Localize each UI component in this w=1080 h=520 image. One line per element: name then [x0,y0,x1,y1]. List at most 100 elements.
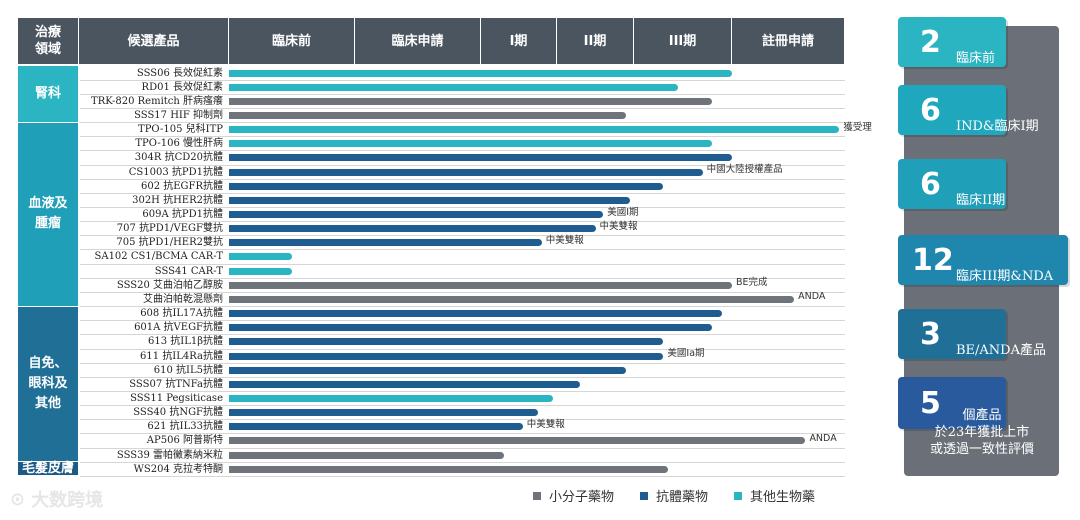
header-candidate[interactable]: 候選產品 [79,18,229,64]
bar-bio[interactable] [229,69,732,77]
bar-small[interactable] [229,111,627,119]
row-divider[interactable] [80,192,845,194]
bar-antibody[interactable] [229,409,538,417]
row-divider[interactable] [80,178,845,180]
row-label[interactable]: TPO-106 慢性肝病 [135,138,223,150]
row-divider[interactable] [80,291,845,293]
summary-text[interactable]: 臨床III期&NDA [956,269,1054,284]
bar-antibody[interactable] [229,310,723,318]
row-label[interactable]: 608 抗IL17A抗體 [140,308,223,320]
row-divider[interactable] [80,235,845,237]
legend-label[interactable]: 其他生物藥 [750,490,816,505]
header-area[interactable]: 治療 領域 [18,18,79,64]
bar-bio[interactable] [229,253,292,261]
bar-annotation[interactable]: 獲受理 [843,121,872,133]
bar-antibody[interactable] [229,196,631,204]
row-label[interactable]: SSS17 HIF 抑制劑 [134,109,223,121]
bar-bio[interactable] [229,126,840,134]
row-divider[interactable] [80,461,845,463]
summary-count[interactable]: 2 [898,17,1006,67]
header-stage-3[interactable]: I期 [481,18,557,64]
row-divider[interactable] [80,263,845,265]
row-label[interactable]: 609A 抗PD1抗體 [142,209,223,220]
row-label[interactable]: SSS11 Pegsiticase [130,392,223,404]
row-label[interactable]: CS1003 抗PD1抗體 [128,166,223,178]
summary-text[interactable]: BE/ANDA產品 [956,343,1046,358]
bar-small[interactable] [229,295,795,303]
row-divider[interactable] [80,249,845,251]
row-label[interactable]: SSS20 艾曲泊帕乙醇胺 [116,279,223,291]
row-label[interactable]: 304R 抗CD20抗體 [134,152,223,164]
row-divider[interactable] [80,334,845,336]
bar-antibody[interactable] [229,338,664,346]
summary-count[interactable]: 6 [898,159,1006,209]
row-label[interactable]: 707 抗PD1/VEGF雙抗 [116,223,223,235]
row-divider[interactable] [80,433,845,435]
row-divider[interactable] [80,107,845,109]
row-divider[interactable] [80,447,845,449]
legend-item[interactable]: 小分子藥物 [533,486,614,505]
row-divider[interactable] [80,150,845,152]
watermark-text[interactable]: 大数跨境 [31,490,104,511]
legend-item[interactable]: 其他生物藥 [734,486,815,505]
bar-annotation[interactable]: BE完成 [736,277,768,289]
header-stage-1[interactable]: 臨床前 [229,18,355,64]
row-label[interactable]: 602 抗EGFR抗體 [140,180,223,192]
bar-annotation[interactable]: 美國I期 [607,206,639,218]
watermark-icon[interactable]: ⊙ [10,488,26,510]
row-divider[interactable] [80,122,845,124]
row-label[interactable]: TPO-105 兒科ITP [138,124,223,136]
row-label[interactable]: 601A 抗VEGF抗體 [134,322,223,334]
bar-annotation[interactable]: 中美雙報 [599,220,638,232]
row-divider[interactable] [80,136,845,138]
bar-annotation[interactable]: 中美雙報 [526,418,565,430]
row-label[interactable]: TRK-820 Remitch 肝病瘙癢 [91,95,223,107]
bar-bio[interactable] [229,140,713,148]
bar-annotation[interactable]: 美國Ia期 [667,348,705,359]
legend-swatch[interactable] [533,491,541,500]
bar-antibody[interactable] [229,380,581,388]
row-divider[interactable] [80,277,845,279]
row-divider[interactable] [80,79,845,81]
row-divider[interactable] [80,405,845,407]
row-divider[interactable] [80,306,845,308]
row-label[interactable]: 艾曲泊帕乾混懸劑 [143,293,223,305]
bar-antibody[interactable] [229,352,664,360]
header-stage-2[interactable]: 臨床申請 [355,18,481,64]
row-divider[interactable] [80,320,845,322]
bar-small[interactable] [229,281,732,289]
row-label[interactable]: RD01 長效促紅素 [141,81,223,93]
bar-antibody[interactable] [229,239,542,247]
bar-antibody[interactable] [229,324,713,332]
bar-bio[interactable] [229,267,292,275]
row-divider[interactable] [80,221,845,223]
bar-annotation[interactable]: 中美雙報 [545,234,584,246]
row-label[interactable]: 611 抗IL4Ra抗體 [140,350,223,362]
area-label-2[interactable]: 血液及 腫瘤 [18,122,78,307]
legend[interactable]: 小分子藥物 抗體藥物 其他生物藥 [533,486,815,505]
area-label-4[interactable]: 毛髮皮膚 [18,461,78,477]
row-divider[interactable] [80,164,845,166]
legend-swatch[interactable] [734,491,743,500]
row-divider[interactable] [80,475,845,477]
legend-swatch[interactable] [640,491,649,500]
legend-label[interactable]: 抗體藥物 [656,490,709,505]
row-label[interactable]: AP506 阿普斯特 [146,435,223,447]
row-divider[interactable] [80,362,845,364]
summary-text[interactable]: 臨床前 [956,51,996,66]
row-label[interactable]: 705 抗PD1/HER2雙抗 [116,237,223,249]
legend-label[interactable]: 小分子藥物 [549,490,615,505]
summary-count[interactable]: 5 [898,377,1006,429]
bar-antibody[interactable] [229,168,703,176]
summary-count[interactable]: 12 [898,235,1068,285]
summary-count[interactable]: 6 [898,85,1006,135]
row-label[interactable]: 302H 抗HER2抗體 [132,194,223,206]
row-label[interactable]: 613 抗IL1β抗體 [148,336,223,348]
row-label[interactable]: SA102 CS1/BCMA CAR-T [94,251,224,263]
row-divider[interactable] [80,348,845,350]
bar-antibody[interactable] [229,154,732,162]
bar-antibody[interactable] [229,211,604,218]
header-stage-6[interactable]: 註冊申請 [732,18,845,64]
bar-annotation[interactable]: ANDA [798,291,826,303]
row-label[interactable]: 621 抗IL33抗體 [147,421,223,433]
